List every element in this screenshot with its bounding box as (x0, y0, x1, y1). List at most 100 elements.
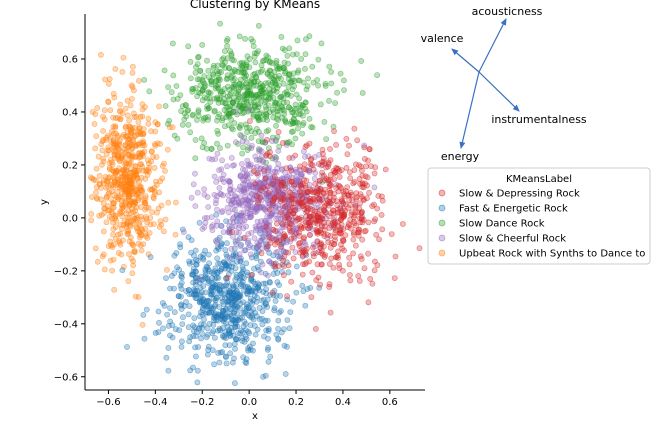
scatter-point (351, 229, 357, 236)
scatter-point (310, 79, 317, 86)
scatter-point (198, 135, 205, 142)
scatter-point (114, 134, 121, 141)
scatter-point (121, 146, 128, 152)
y-tick-label: 0.6 (62, 55, 78, 66)
scatter-point (244, 283, 251, 290)
scatter-point (237, 122, 244, 128)
scatter-point (180, 314, 186, 321)
scatter-point (187, 59, 194, 65)
scatter-point (372, 164, 379, 171)
scatter-point (309, 244, 316, 251)
scatter-point (145, 204, 152, 211)
scatter-point (99, 253, 106, 260)
scatter-point (302, 66, 308, 72)
x-tick-label: −0.6 (96, 397, 120, 408)
scatter-point (164, 121, 171, 127)
scatter-point (353, 194, 360, 201)
scatter-point (240, 299, 247, 305)
scatter-point (324, 232, 331, 238)
scatter-point (233, 271, 240, 278)
scatter-point (128, 82, 135, 89)
scatter-point (145, 160, 152, 167)
scatter-point (93, 189, 99, 196)
scatter-point (371, 170, 378, 177)
scatter-point (263, 223, 270, 230)
scatter-point (139, 142, 146, 149)
scatter-point (276, 282, 282, 288)
scatter-point (299, 271, 306, 278)
scatter-point (313, 277, 320, 283)
scatter-point (130, 202, 137, 208)
chart-title: Clustering by KMeans (190, 0, 320, 11)
scatter-point (164, 146, 171, 153)
scatter-point (229, 206, 236, 213)
scatter-point (118, 201, 125, 208)
scatter-point (290, 255, 297, 262)
scatter-point (290, 51, 296, 58)
scatter-point (293, 289, 300, 296)
scatter-point (252, 309, 259, 316)
scatter-point (273, 122, 279, 129)
scatter-point (221, 48, 228, 55)
scatter-point (185, 107, 192, 113)
scatter-point (178, 301, 185, 308)
scatter-point (185, 311, 192, 318)
scatter-point (309, 269, 316, 276)
scatter-point (122, 189, 129, 195)
scatter-point (262, 372, 269, 379)
scatter-point (237, 330, 244, 337)
scatter-point (219, 157, 225, 164)
scatter-point (192, 203, 199, 209)
scatter-point (196, 219, 203, 226)
scatter-point (378, 211, 385, 218)
scatter-point (234, 323, 241, 330)
scatter-point (207, 99, 214, 105)
scatter-point (246, 84, 252, 91)
scatter-point (145, 115, 152, 122)
scatter-point (193, 117, 200, 123)
scatter-point (306, 33, 313, 40)
scatter-point (231, 317, 238, 323)
scatter-point (288, 106, 294, 113)
scatter-point (164, 311, 170, 318)
scatter-point (141, 142, 148, 149)
scatter-point (272, 241, 279, 248)
scatter-point (115, 175, 121, 182)
scatter-point (260, 116, 267, 123)
scatter-point (330, 264, 337, 271)
scatter-point (124, 140, 131, 146)
scatter-point (315, 188, 322, 195)
scatter-point (275, 336, 282, 343)
scatter-point (257, 194, 263, 201)
scatter-point (167, 285, 173, 292)
scatter-point (145, 120, 152, 127)
scatter-point (155, 205, 162, 212)
scatter-point (228, 53, 235, 59)
scatter-point (250, 168, 257, 175)
scatter-point (145, 251, 152, 258)
scatter-point (194, 189, 201, 196)
scatter-point (188, 194, 195, 201)
scatter-point (281, 253, 288, 260)
scatter-point (258, 269, 264, 276)
scatter-point (102, 205, 108, 212)
scatter-point (100, 200, 107, 207)
scatter-point (286, 172, 293, 179)
scatter-point (177, 92, 184, 98)
scatter-point (208, 309, 215, 316)
scatter-point (88, 217, 95, 224)
scatter-point (334, 89, 340, 96)
scatter-point (214, 140, 220, 147)
scatter-point (278, 34, 285, 40)
scatter-point (137, 242, 144, 249)
scatter-point (271, 236, 278, 243)
scatter-point (236, 80, 243, 87)
scatter-point (292, 169, 299, 175)
scatter-point (362, 227, 369, 234)
scatter-point (211, 173, 218, 180)
scatter-point (244, 172, 250, 179)
scatter-point (105, 174, 112, 181)
scatter-point (128, 145, 135, 152)
scatter-point (229, 162, 236, 169)
scatter-point (233, 282, 239, 289)
